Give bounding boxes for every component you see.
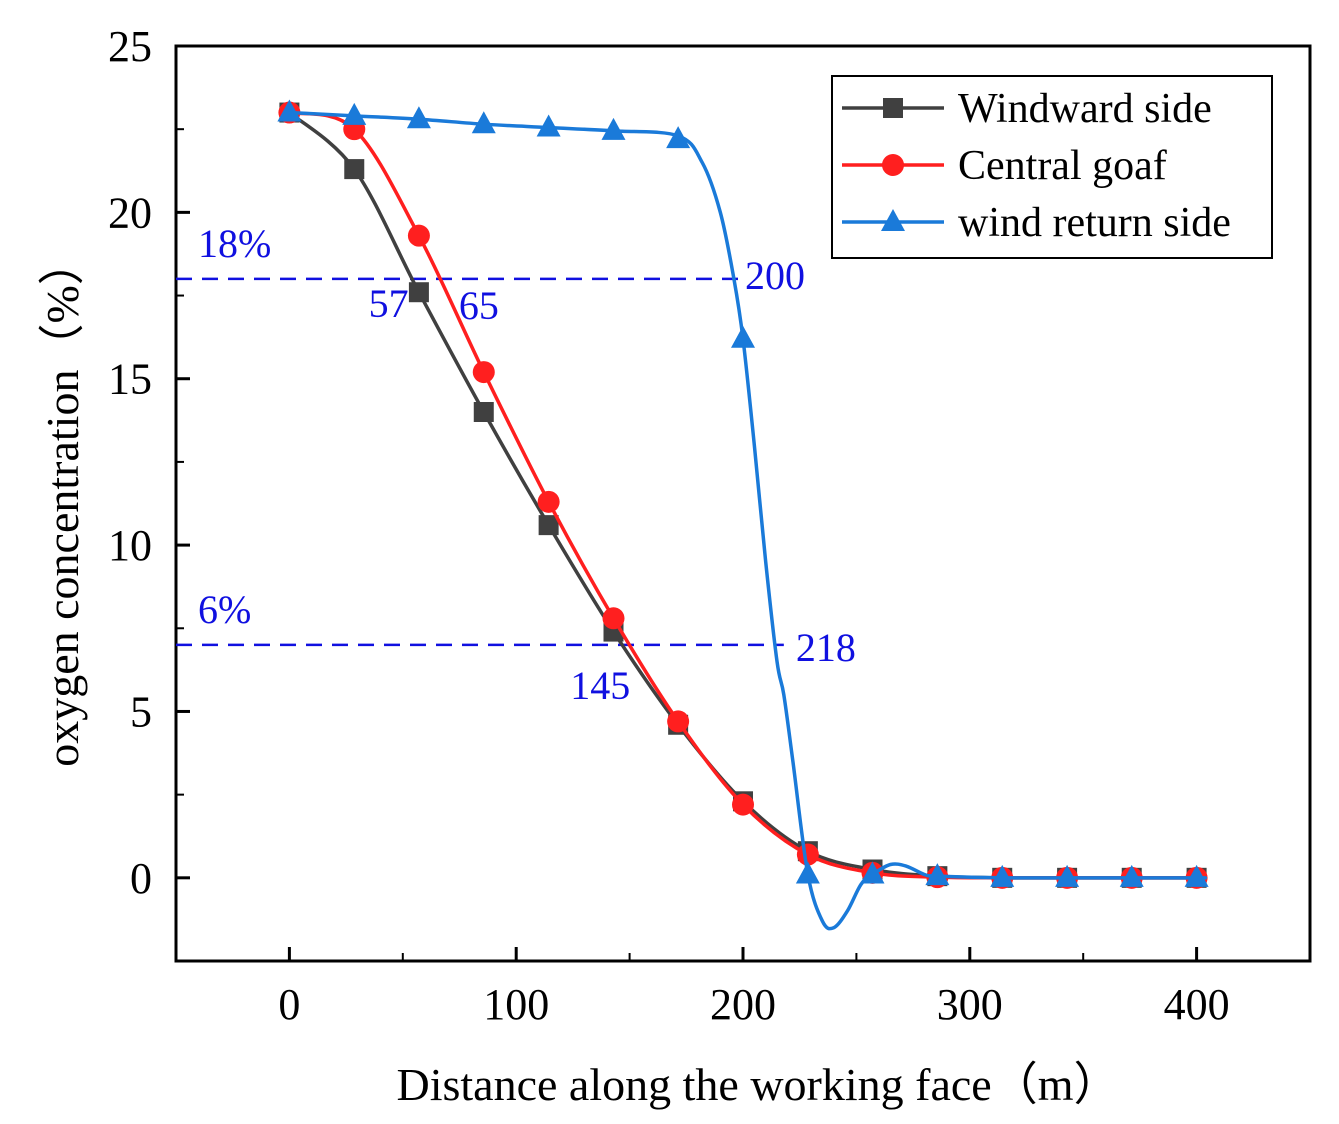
data-point (538, 515, 559, 536)
data-point (732, 793, 754, 816)
data-point (602, 607, 625, 630)
x-tick-label: 200 (710, 980, 776, 1029)
x-tick-label: 100 (483, 980, 549, 1029)
threshold-label: 145 (570, 663, 630, 708)
y-tick-label: 0 (130, 854, 152, 903)
threshold-label: 65 (459, 283, 499, 328)
data-point (1184, 864, 1209, 887)
reference-lines: 18% 6% (176, 221, 784, 647)
data-point (473, 402, 494, 422)
y-tick-label: 20 (108, 188, 152, 237)
data-point (406, 106, 431, 129)
data-point (472, 361, 495, 384)
data-point (536, 114, 561, 137)
legend-label: Windward side (958, 86, 1212, 132)
y-tick-label: 15 (108, 355, 152, 404)
data-point (860, 861, 885, 884)
data-point (344, 159, 365, 180)
legend-label: Central goaf (958, 143, 1167, 189)
data-point (277, 99, 302, 122)
legend-marker (883, 98, 903, 118)
data-point (537, 490, 560, 513)
threshold-label: 218 (796, 625, 856, 670)
x-tick-label: 0 (278, 980, 300, 1029)
data-point (342, 102, 367, 125)
x-tick-label: 300 (937, 980, 1003, 1029)
reference-line-label: 6% (198, 587, 251, 632)
threshold-annotations: 57 65 200 145 218 (369, 253, 856, 708)
data-point (471, 111, 496, 134)
data-point (667, 710, 690, 733)
data-point (1119, 864, 1144, 887)
data-point (925, 863, 950, 886)
data-point (407, 224, 430, 247)
y-tick-label: 25 (108, 22, 152, 71)
legend-marker (881, 209, 905, 231)
y-tick-label: 10 (108, 521, 152, 570)
data-series (277, 99, 1209, 931)
legend-label: wind return side (958, 200, 1231, 246)
y-tick-label: 5 (130, 687, 152, 736)
threshold-label: 200 (745, 253, 805, 298)
data-point (666, 126, 691, 149)
x-tick-label: 400 (1164, 980, 1230, 1029)
threshold-label: 57 (369, 281, 409, 326)
legend: Windward side Central goaf wind return sid… (831, 75, 1273, 259)
data-point (601, 117, 626, 140)
reference-line-label: 18% (198, 221, 271, 266)
data-point (408, 282, 429, 303)
data-point (1055, 864, 1080, 887)
data-point (990, 864, 1015, 887)
data-point (795, 861, 820, 884)
y-axis-title: oxygen concentration（%） (37, 239, 88, 767)
data-point (731, 325, 755, 348)
axis-ticks: 0 100 200 300 400 0 5 10 15 20 25 (108, 22, 1230, 1029)
legend-marker (882, 154, 904, 176)
x-axis-title: Distance along the working face（m） (397, 1059, 1120, 1110)
